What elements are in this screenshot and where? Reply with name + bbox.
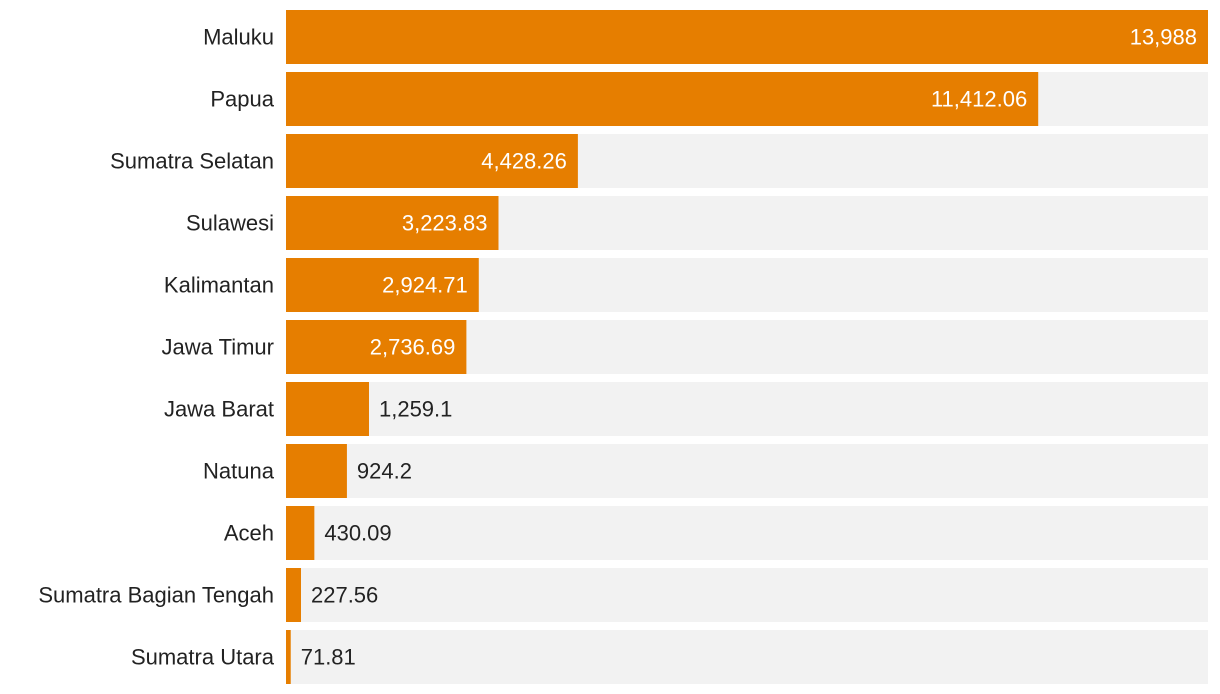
bar bbox=[286, 630, 291, 684]
bar-track bbox=[286, 568, 1208, 622]
bar bbox=[286, 72, 1039, 126]
value-label: 4,428.26 bbox=[481, 149, 567, 174]
bar bbox=[286, 258, 479, 312]
category-label: Sumatra Bagian Tengah bbox=[38, 583, 274, 608]
value-label: 13,988 bbox=[1130, 25, 1197, 50]
bar-track bbox=[286, 382, 1208, 436]
category-label: Jawa Timur bbox=[162, 335, 274, 360]
category-label: Kalimantan bbox=[164, 273, 274, 298]
category-label: Jawa Barat bbox=[164, 397, 274, 422]
value-label: 11,412.06 bbox=[931, 87, 1027, 112]
bar bbox=[286, 506, 315, 560]
bar bbox=[286, 320, 467, 374]
bar bbox=[286, 382, 369, 436]
category-label: Natuna bbox=[203, 459, 275, 484]
bar-track bbox=[286, 444, 1208, 498]
bar bbox=[286, 444, 347, 498]
value-label: 227.56 bbox=[311, 583, 378, 608]
bar bbox=[286, 196, 499, 250]
value-label: 924.2 bbox=[357, 459, 412, 484]
value-label: 2,736.69 bbox=[370, 335, 456, 360]
bar bbox=[286, 568, 301, 622]
value-label: 3,223.83 bbox=[402, 211, 488, 236]
bar-track bbox=[286, 630, 1208, 684]
category-label: Sumatra Selatan bbox=[110, 149, 274, 174]
bar-track bbox=[286, 506, 1208, 560]
value-label: 1,259.1 bbox=[379, 397, 452, 422]
category-label: Sumatra Utara bbox=[131, 645, 275, 670]
value-label: 2,924.71 bbox=[382, 273, 468, 298]
value-label: 430.09 bbox=[324, 521, 391, 546]
category-label: Sulawesi bbox=[186, 211, 274, 236]
category-label: Maluku bbox=[203, 25, 274, 50]
bar bbox=[286, 10, 1208, 64]
value-label: 71.81 bbox=[301, 645, 356, 670]
category-label: Aceh bbox=[224, 521, 274, 546]
bar bbox=[286, 134, 578, 188]
category-label: Papua bbox=[210, 87, 274, 112]
